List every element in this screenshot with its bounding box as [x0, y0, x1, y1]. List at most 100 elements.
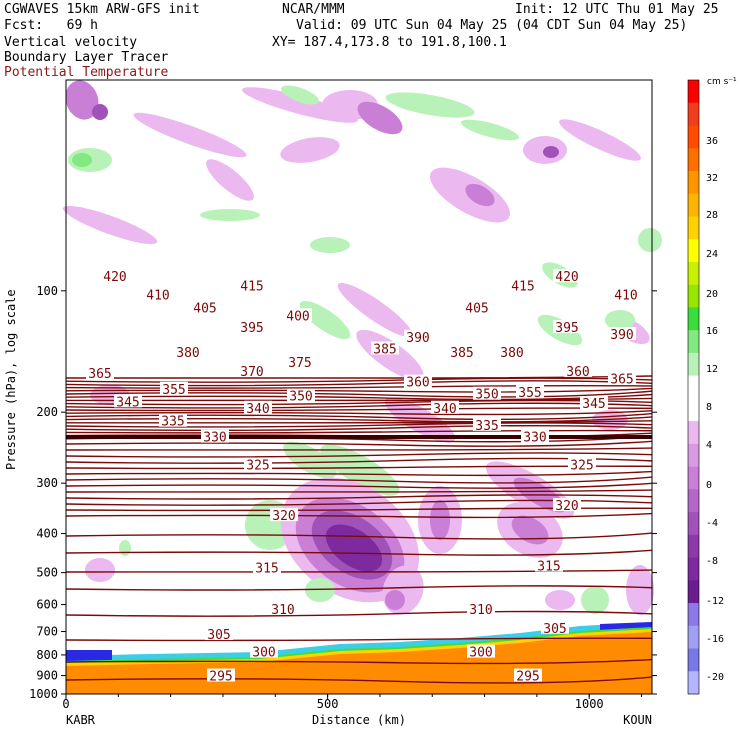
- vvel-cell: [206, 159, 254, 201]
- forecast-hour: Fcst: 69 h: [4, 18, 98, 33]
- vvel-cell: [85, 558, 115, 582]
- colorbar-swatch: [688, 466, 699, 490]
- theta-label-bg: [516, 384, 544, 398]
- theta-label: 415: [511, 279, 534, 294]
- theta-label-bg: [404, 329, 432, 343]
- theta-label: 315: [537, 559, 560, 574]
- vvel-cell: [281, 85, 319, 105]
- theta-label: 315: [255, 561, 278, 576]
- colorbar-swatch: [688, 625, 699, 650]
- theta-contour: [65, 482, 653, 489]
- colorbar-swatch: [688, 261, 699, 286]
- theta-label: 295: [516, 670, 539, 685]
- colorbar-swatch: [688, 512, 699, 536]
- colorbar-swatch: [688, 148, 699, 172]
- center-label: NCAR/MMM: [282, 2, 345, 17]
- colorbar-tick-label: 16: [706, 326, 718, 337]
- vvel-cell: [72, 153, 92, 167]
- theta-label-bg: [553, 498, 581, 512]
- field-label-vvel: Vertical velocity: [4, 35, 138, 50]
- theta-label-bg: [473, 417, 501, 431]
- y-tick-label: 600: [36, 598, 58, 612]
- vvel-cell: [581, 586, 609, 614]
- theta-label: 420: [103, 270, 126, 285]
- vvel-cell: [545, 590, 575, 610]
- vvel-cell: [320, 444, 400, 496]
- colorbar-tick-label: -8: [706, 556, 718, 567]
- theta-label-bg: [463, 300, 491, 314]
- colorbar-swatch: [688, 580, 699, 604]
- theta-label: 325: [570, 459, 593, 474]
- theta-label-bg: [201, 429, 229, 443]
- theta-label: 345: [582, 397, 605, 412]
- colorbar-tick-label: 12: [706, 364, 718, 375]
- theta-contour: [65, 658, 653, 665]
- theta-label-bg: [509, 278, 537, 292]
- colorbar-tick-label: -16: [706, 634, 724, 645]
- theta-label: 350: [289, 390, 312, 405]
- colorbar-swatch: [688, 421, 699, 445]
- theta-label-bg: [431, 400, 459, 414]
- theta-label: 385: [450, 346, 473, 361]
- theta-label-bg: [404, 374, 432, 388]
- theta-label: 415: [240, 279, 263, 294]
- theta-label-bg: [244, 400, 272, 414]
- colorbar-tick-label: 28: [706, 210, 718, 221]
- theta-label: 300: [469, 646, 492, 661]
- theta-label: 305: [543, 622, 566, 637]
- vvel-cell: [543, 146, 559, 158]
- theta-label-bg: [286, 354, 314, 368]
- theta-contour: [65, 476, 653, 484]
- colorbar-swatch: [688, 330, 699, 354]
- theta-label-bg: [253, 560, 281, 574]
- theta-label: 390: [610, 328, 633, 343]
- colorbar-swatch: [688, 352, 699, 377]
- theta-contour: [65, 489, 653, 493]
- tropopause-band: [66, 435, 652, 439]
- theta-label-bg: [564, 363, 592, 377]
- theta-label: 340: [246, 402, 269, 417]
- theta-label: 330: [523, 431, 546, 446]
- vvel-cell: [133, 112, 247, 158]
- colorbar-tick-label: -4: [706, 518, 718, 529]
- theta-label-bg: [371, 341, 399, 355]
- theta-label: 380: [176, 346, 199, 361]
- colorbar-swatch: [688, 284, 699, 308]
- vvel-cell: [299, 300, 351, 340]
- vvel-cell: [511, 515, 549, 545]
- vvel-cell: [310, 237, 350, 253]
- colorbar-frame: [687, 79, 700, 695]
- vvel-cell: [638, 228, 662, 252]
- colorbar-swatch: [688, 671, 699, 695]
- theta-contour: [65, 512, 653, 519]
- vvel-cell: [92, 104, 108, 120]
- theta-label: 350: [475, 388, 498, 403]
- colorbar-swatch: [688, 534, 699, 559]
- theta-label-bg: [160, 381, 188, 395]
- vvel-cell: [200, 209, 260, 221]
- theta-contour: [65, 429, 653, 434]
- theta-label-bg: [568, 457, 596, 471]
- theta-label-bg: [608, 371, 636, 385]
- theta-contour: [65, 494, 653, 500]
- x-tick-label: 500: [317, 697, 339, 711]
- theta-label-bg: [541, 620, 569, 634]
- theta-label: 405: [465, 302, 488, 317]
- theta-label-bg: [514, 668, 542, 682]
- theta-contour: [65, 569, 653, 573]
- theta-label-bg: [553, 269, 581, 283]
- colorbar-units: cm s⁻¹: [707, 77, 737, 87]
- vvel-cell: [559, 119, 641, 161]
- y-tick-label: 400: [36, 527, 58, 541]
- colorbar-swatch: [688, 80, 699, 104]
- colorbar-tick-label: 8: [706, 402, 712, 413]
- vvel-cell: [465, 183, 495, 207]
- colorbar-swatch: [688, 398, 699, 422]
- colorbar-swatch: [688, 557, 699, 581]
- theta-label-bg: [498, 345, 526, 359]
- theta-label-bg: [284, 308, 312, 322]
- colorbar-swatch: [688, 307, 699, 331]
- colorbar-swatch: [688, 239, 699, 263]
- theta-contour: [65, 452, 653, 458]
- colorbar-swatch: [688, 443, 699, 468]
